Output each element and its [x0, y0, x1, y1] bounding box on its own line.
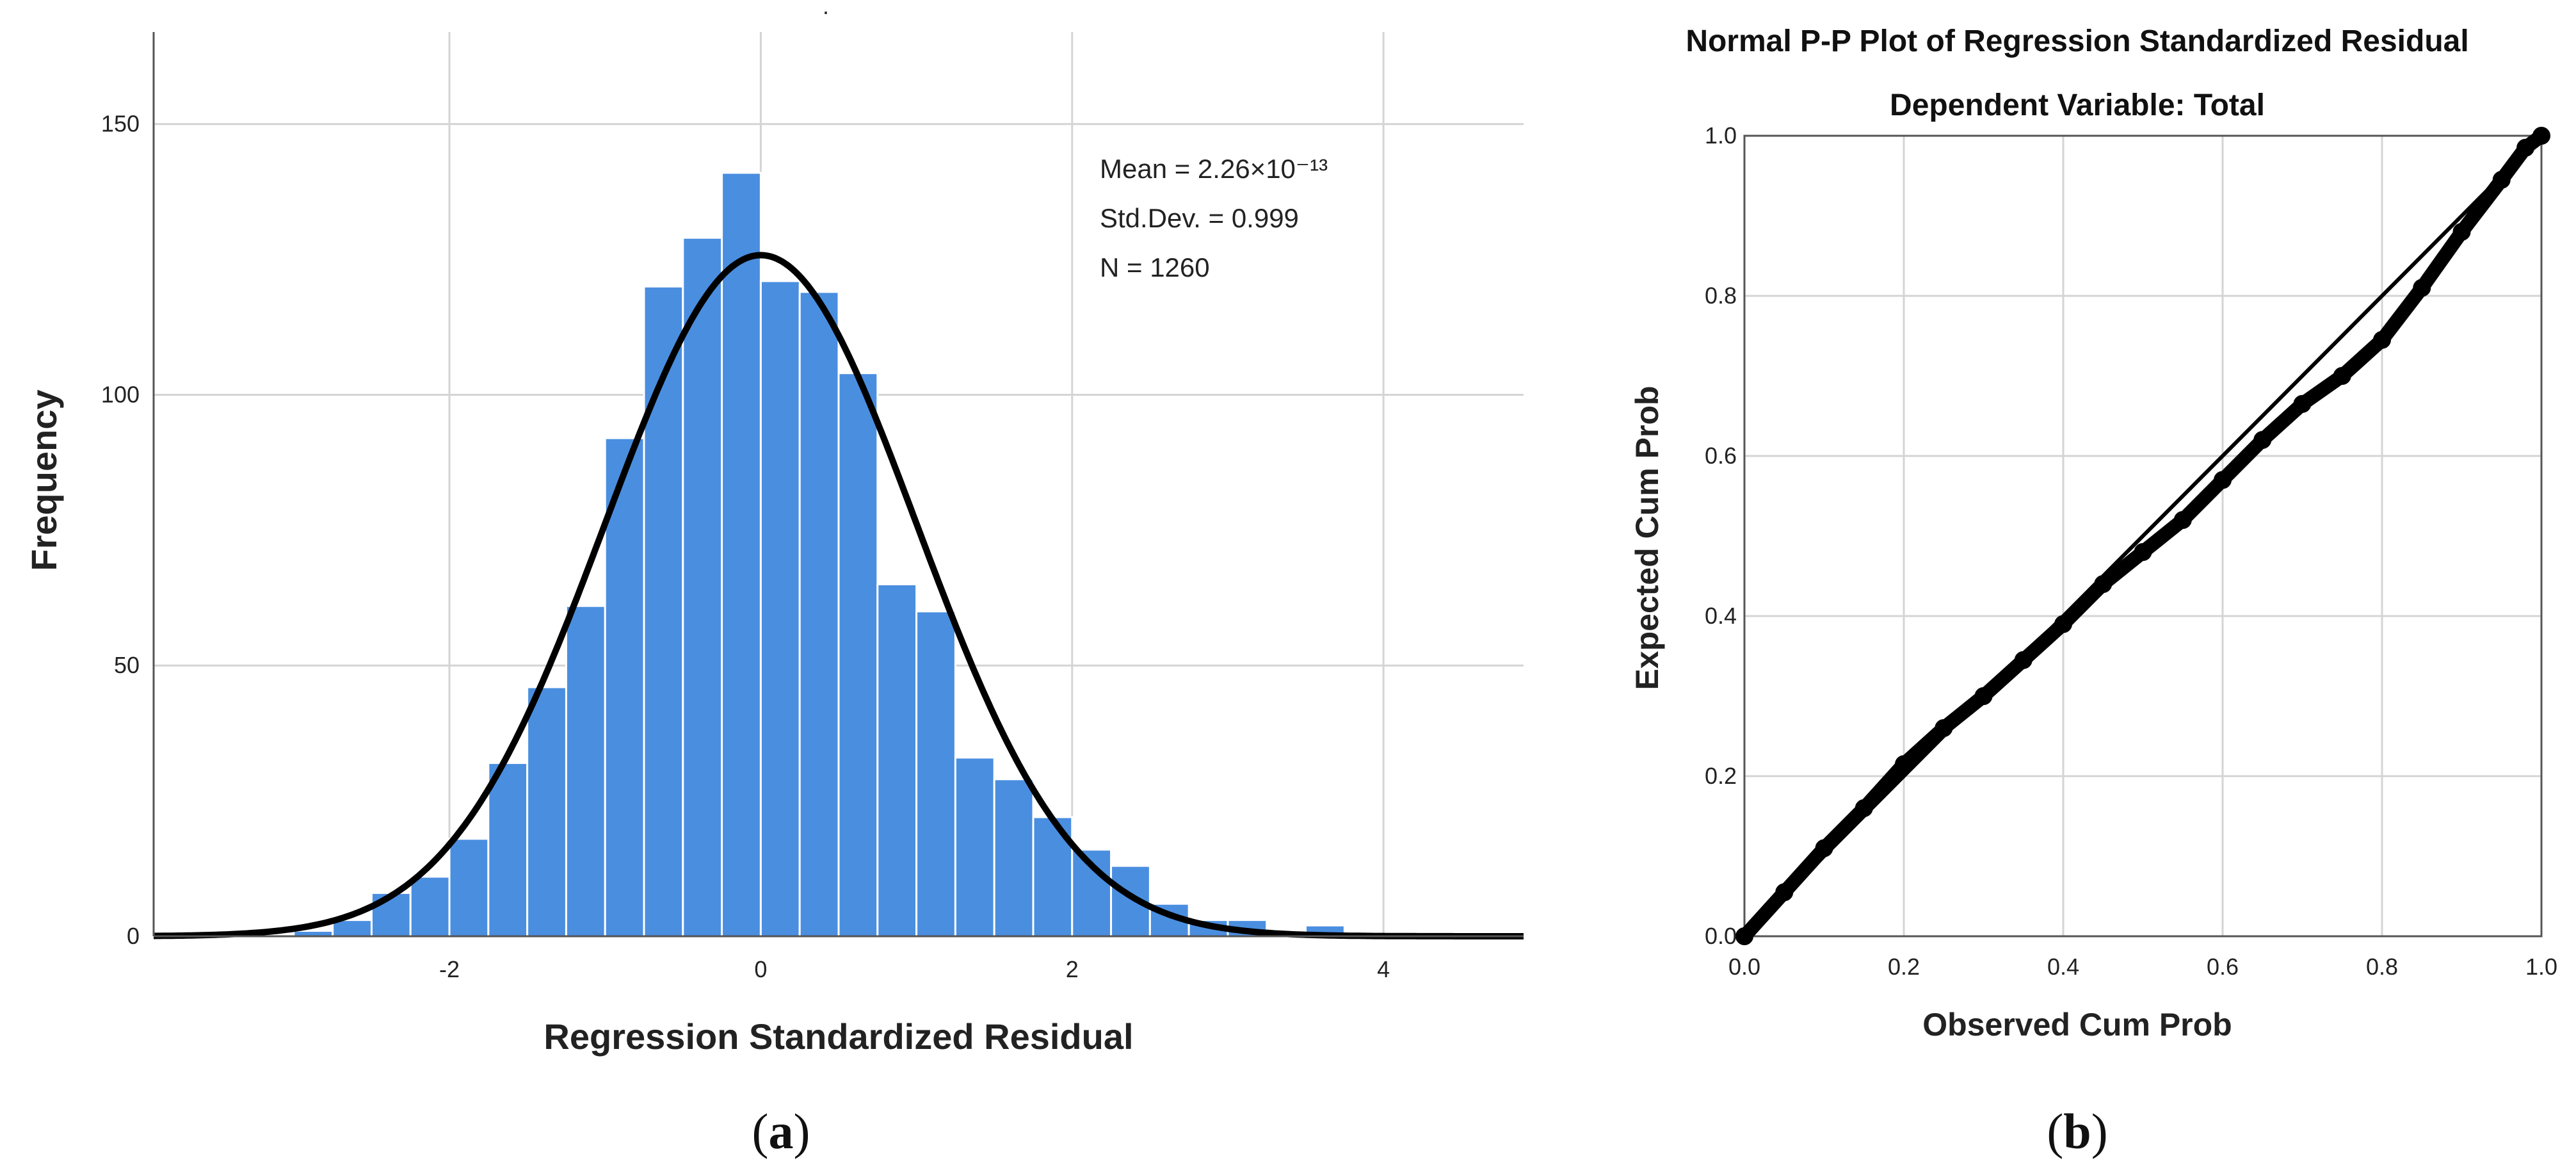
histogram-bar — [565, 605, 606, 938]
panel-a-annotation-mean: Mean = 2.26×10⁻¹³ — [1100, 154, 1328, 184]
pp-point — [1735, 927, 1753, 945]
panel-b-pp-plot: Normal P-P Plot of Regression Standardiz… — [1629, 24, 2557, 1159]
pp-point — [2293, 394, 2312, 413]
panel-a-y-tick-label: 100 — [101, 381, 140, 407]
panel-b-x-tick-label: 0.4 — [2047, 954, 2079, 980]
histogram-bar — [993, 778, 1034, 938]
panel-b-x-tick-label: 0.0 — [1728, 954, 1760, 980]
panel-b-x-axis-title: Observed Cum Prob — [1922, 1007, 2232, 1043]
panel-a-normal-curve — [153, 252, 1524, 939]
pp-point — [1895, 755, 1913, 774]
histogram-bar — [409, 875, 451, 938]
panel-a-annotation-std: Std.Dev. = 0.999 — [1100, 203, 1299, 233]
pp-point — [2333, 367, 2351, 385]
panel-a-y-ticks: 0 50 100 150 — [101, 111, 140, 949]
panel-a-x-axis-title: Regression Standardized Residual — [543, 1016, 1133, 1057]
pp-point — [1775, 883, 1794, 902]
panel-a-title-mark: · — [822, 0, 830, 24]
panel-a-x-tick-label: 4 — [1377, 956, 1390, 982]
panel-b-x-ticks: 0.0 0.2 0.4 0.6 0.8 1.0 — [1728, 954, 2557, 980]
histogram-bar — [721, 172, 762, 938]
panel-b-title: Normal P-P Plot of Regression Standardiz… — [1686, 24, 2468, 58]
pp-point — [1974, 687, 1993, 705]
histogram-bar — [798, 291, 840, 938]
pp-point — [2054, 615, 2072, 633]
histogram-bar — [448, 838, 490, 938]
pp-point — [2214, 471, 2232, 489]
panel-b-plot-frame — [1743, 134, 2543, 938]
pp-point — [2173, 511, 2192, 529]
panel-b-y-tick-label: 0.0 — [1705, 923, 1737, 949]
pp-point — [2014, 651, 2033, 669]
panel-a-annotation-n: N = 1260 — [1100, 252, 1210, 282]
panel-a-bars — [293, 172, 1346, 938]
histogram-bar — [954, 756, 995, 938]
panel-b-y-tick-label: 0.2 — [1705, 763, 1737, 789]
pp-point — [1855, 799, 1873, 817]
panel-a-caption-letter: a — [769, 1103, 794, 1159]
panel-b-y-tick-label: 1.0 — [1705, 122, 1737, 149]
panel-b-points — [1735, 127, 2550, 945]
panel-a-caption: (a) — [752, 1103, 810, 1159]
panel-b-x-tick-label: 1.0 — [2525, 954, 2557, 980]
panel-a-y-tick-label: 50 — [114, 652, 140, 678]
panel-b-x-tick-label: 0.8 — [2366, 954, 2398, 980]
pp-point — [1935, 719, 1953, 737]
histogram-bar — [604, 437, 645, 938]
panel-a-x-ticks: -2 0 2 4 — [439, 956, 1390, 982]
pp-point — [2452, 223, 2471, 241]
pp-point — [2253, 431, 2272, 449]
panel-b-y-tick-label: 0.8 — [1705, 282, 1737, 309]
pp-point — [2492, 170, 2511, 189]
histogram-bar — [837, 372, 879, 938]
panel-a-x-tick-label: 0 — [754, 956, 767, 982]
panel-a-y-tick-label: 150 — [101, 111, 140, 137]
histogram-bar — [487, 761, 529, 938]
panel-b-y-axis-title: Expected Cum Prob — [1629, 386, 1665, 690]
pp-point — [2373, 330, 2391, 349]
pp-point — [2094, 575, 2113, 593]
panel-a-y-tick-label: 0 — [127, 923, 140, 949]
histogram-bar — [915, 610, 956, 938]
histogram-bar — [332, 919, 373, 938]
pp-point — [2532, 127, 2550, 145]
panel-a-histogram: -2 0 2 4 0 50 100 150 · Mean = 2.26×10⁻¹³ Std.… — [24, 0, 1524, 1159]
panel-b-x-tick-label: 0.6 — [2207, 954, 2239, 980]
pp-point — [2413, 279, 2431, 297]
panel-a-x-tick-label: 2 — [1066, 956, 1079, 982]
histogram-bar — [526, 686, 567, 938]
panel-a-y-axis-title: Frequency — [24, 389, 64, 571]
pp-point — [2516, 138, 2535, 157]
panel-b-caption-letter: b — [2063, 1103, 2091, 1159]
panel-b-observed-series — [1737, 129, 2548, 943]
histogram-bar — [682, 236, 723, 938]
panel-b-y-ticks: 0.0 0.2 0.4 0.6 0.8 1.0 — [1705, 122, 1737, 949]
pp-point — [2134, 543, 2152, 561]
panel-b-y-tick-label: 0.4 — [1705, 603, 1737, 629]
pp-point — [1815, 839, 1833, 857]
panel-b-y-tick-label: 0.6 — [1705, 443, 1737, 469]
panel-a-x-tick-label: -2 — [439, 956, 460, 982]
panel-b-subtitle: Dependent Variable: Total — [1890, 88, 2265, 122]
histogram-bar — [876, 583, 918, 938]
histogram-bar — [759, 280, 801, 938]
panel-b-caption: (b) — [2047, 1103, 2107, 1159]
panel-b-x-tick-label: 0.2 — [1888, 954, 1920, 980]
